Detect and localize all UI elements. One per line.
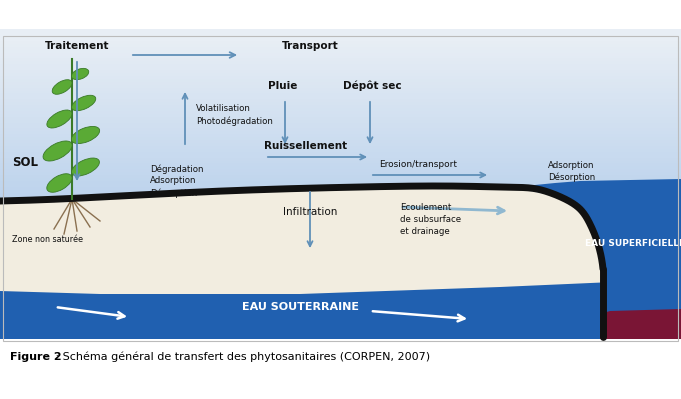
Bar [0, 44, 681, 49]
Bar [0, 169, 681, 174]
Bar [0, 175, 681, 180]
Bar [0, 85, 681, 90]
Bar [0, 99, 681, 104]
Text: Erosion/transport: Erosion/transport [379, 160, 457, 169]
Text: Infiltration: Infiltration [283, 207, 337, 217]
Bar [0, 187, 681, 192]
Bar [0, 64, 681, 69]
Bar [0, 166, 681, 171]
Ellipse shape [72, 158, 99, 176]
Ellipse shape [43, 141, 72, 161]
Polygon shape [520, 179, 681, 339]
Bar [0, 67, 681, 72]
Bar [0, 178, 681, 183]
Text: SOL: SOL [12, 156, 38, 168]
Text: Volatilisation
Photodégradation: Volatilisation Photodégradation [196, 104, 273, 126]
Ellipse shape [47, 110, 72, 128]
Ellipse shape [72, 126, 99, 144]
Polygon shape [0, 185, 681, 339]
Bar [0, 149, 681, 154]
Polygon shape [0, 279, 681, 339]
Text: Ruissellement: Ruissellement [264, 141, 347, 151]
Bar [0, 193, 681, 198]
Bar [0, 47, 681, 51]
Bar [0, 76, 681, 81]
Bar [0, 160, 681, 166]
Bar [0, 79, 681, 84]
Text: Transport: Transport [282, 41, 338, 51]
Bar [0, 184, 681, 189]
Bar [0, 201, 681, 206]
Bar [0, 146, 681, 151]
Bar [0, 120, 681, 124]
Bar [0, 164, 681, 168]
Bar [0, 210, 681, 215]
Text: Zone non saturée: Zone non saturée [12, 235, 83, 243]
Bar [0, 29, 681, 339]
Bar [0, 152, 681, 157]
Bar [0, 88, 681, 93]
Ellipse shape [72, 95, 96, 111]
Bar [0, 196, 681, 200]
Bar [0, 93, 681, 98]
Bar [0, 207, 681, 212]
Bar [0, 122, 681, 128]
Bar [0, 126, 681, 130]
Bar [0, 53, 681, 57]
Bar [0, 55, 681, 60]
Bar [0, 140, 681, 145]
Bar [0, 73, 681, 78]
Bar [0, 61, 681, 66]
Text: : Schéma général de transfert des phytosanitaires (CORPEN, 2007): : Schéma général de transfert des phytos… [52, 352, 430, 362]
Text: EAU SOUTERRAINE: EAU SOUTERRAINE [242, 302, 358, 312]
Bar [0, 204, 681, 209]
Bar [0, 96, 681, 101]
Text: Ecoulement
de subsurface
et drainage: Ecoulement de subsurface et drainage [400, 203, 461, 235]
Bar [0, 137, 681, 142]
Bar [0, 114, 681, 119]
Bar [0, 181, 681, 186]
Text: Dépôt sec: Dépôt sec [343, 81, 401, 91]
Bar [0, 143, 681, 148]
Bar [0, 70, 681, 75]
Bar [3, 36, 678, 341]
Bar [0, 172, 681, 177]
Bar [0, 38, 681, 43]
Bar [0, 131, 681, 136]
Ellipse shape [47, 174, 72, 192]
Text: EAU SUPERFICIELLE: EAU SUPERFICIELLE [585, 239, 681, 249]
Text: Figure 2: Figure 2 [10, 352, 61, 362]
Bar [0, 41, 681, 46]
Bar [0, 58, 681, 63]
Bar [0, 102, 681, 107]
Text: Dégradation
Adsorption
Désorption: Dégradation Adsorption Désorption [150, 164, 204, 198]
Bar [0, 128, 681, 133]
Bar [0, 82, 681, 87]
Bar [0, 49, 681, 55]
Bar [0, 155, 681, 160]
Bar [0, 190, 681, 195]
Text: Adsorption
Désorption: Adsorption Désorption [548, 161, 595, 182]
Text: Traitement: Traitement [45, 41, 109, 51]
Bar [0, 134, 681, 139]
Polygon shape [600, 309, 681, 339]
Bar [0, 105, 681, 110]
Ellipse shape [72, 68, 89, 80]
Bar [0, 91, 681, 95]
Bar [0, 117, 681, 122]
Bar [0, 158, 681, 162]
Bar [0, 111, 681, 116]
Text: Pluie: Pluie [268, 81, 298, 91]
Ellipse shape [52, 80, 72, 94]
Bar [0, 108, 681, 113]
Bar [0, 198, 681, 203]
